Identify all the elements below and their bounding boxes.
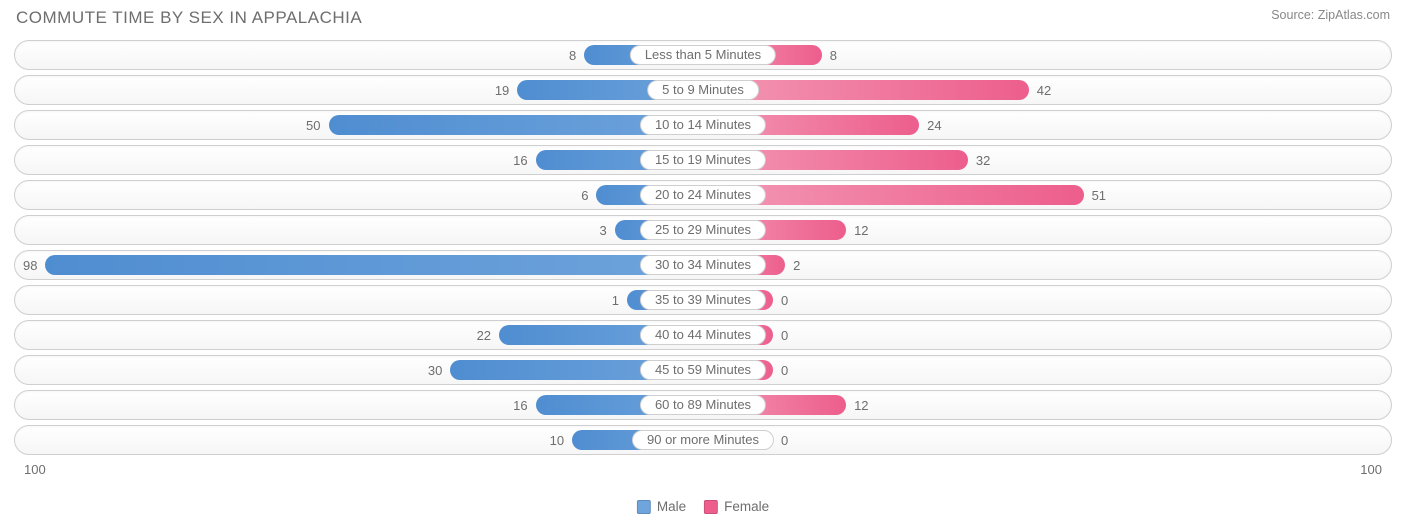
chart-row: 3 12 25 to 29 Minutes (14, 215, 1392, 245)
right-value-label: 8 (822, 48, 845, 63)
row-left-side: 30 (15, 356, 703, 384)
legend-label-female: Female (724, 499, 769, 514)
chart-row: 1 0 35 to 39 Minutes (14, 285, 1392, 315)
chart-row: 19 42 5 to 9 Minutes (14, 75, 1392, 105)
left-value-label: 22 (469, 328, 499, 343)
row-right-side: 24 (703, 111, 1391, 139)
chart-row: 22 0 40 to 44 Minutes (14, 320, 1392, 350)
row-left-side: 50 (15, 111, 703, 139)
legend-item-female: Female (704, 499, 769, 514)
right-value-label: 12 (846, 398, 876, 413)
chart-source: Source: ZipAtlas.com (1271, 8, 1390, 22)
chart-row: 98 2 30 to 34 Minutes (14, 250, 1392, 280)
row-right-side: 42 (703, 76, 1391, 104)
row-left-side: 1 (15, 286, 703, 314)
male-swatch (637, 500, 651, 514)
row-left-side: 98 (15, 251, 703, 279)
right-value-label: 12 (846, 223, 876, 238)
category-pill: 40 to 44 Minutes (640, 325, 766, 345)
axis-labels: 100 100 (14, 460, 1392, 477)
chart-row: 6 51 20 to 24 Minutes (14, 180, 1392, 210)
row-right-side: 0 (703, 426, 1391, 454)
axis-left-max: 100 (24, 462, 46, 477)
row-right-side: 32 (703, 146, 1391, 174)
row-right-side: 0 (703, 356, 1391, 384)
row-left-side: 3 (15, 216, 703, 244)
category-pill: Less than 5 Minutes (630, 45, 776, 65)
category-pill: 10 to 14 Minutes (640, 115, 766, 135)
right-value-label: 24 (919, 118, 949, 133)
left-value-label: 10 (542, 433, 572, 448)
row-right-side: 0 (703, 286, 1391, 314)
row-left-side: 10 (15, 426, 703, 454)
female-swatch (704, 500, 718, 514)
right-value-label: 0 (773, 433, 796, 448)
legend-item-male: Male (637, 499, 686, 514)
male-bar (45, 255, 713, 275)
category-pill: 15 to 19 Minutes (640, 150, 766, 170)
row-right-side: 8 (703, 41, 1391, 69)
right-value-label: 2 (785, 258, 808, 273)
row-right-side: 51 (703, 181, 1391, 209)
chart-row: 8 8 Less than 5 Minutes (14, 40, 1392, 70)
row-left-side: 22 (15, 321, 703, 349)
legend-label-male: Male (657, 499, 686, 514)
category-pill: 5 to 9 Minutes (647, 80, 759, 100)
row-right-side: 2 (703, 251, 1391, 279)
row-right-side: 12 (703, 216, 1391, 244)
left-value-label: 19 (487, 83, 517, 98)
legend: Male Female (637, 499, 769, 514)
chart-header: COMMUTE TIME BY SEX IN APPALACHIA Source… (14, 8, 1392, 28)
category-pill: 25 to 29 Minutes (640, 220, 766, 240)
left-value-label: 50 (298, 118, 328, 133)
category-pill: 60 to 89 Minutes (640, 395, 766, 415)
row-left-side: 16 (15, 146, 703, 174)
left-value-label: 8 (561, 48, 584, 63)
row-left-side: 6 (15, 181, 703, 209)
left-value-label: 1 (604, 293, 627, 308)
right-value-label: 0 (773, 363, 796, 378)
right-value-label: 51 (1084, 188, 1114, 203)
left-value-label: 30 (420, 363, 450, 378)
category-pill: 45 to 59 Minutes (640, 360, 766, 380)
chart-row: 50 24 10 to 14 Minutes (14, 110, 1392, 140)
diverging-bar-chart: 8 8 Less than 5 Minutes 19 42 5 to 9 Minutes 5… (14, 40, 1392, 455)
category-pill: 20 to 24 Minutes (640, 185, 766, 205)
category-pill: 90 or more Minutes (632, 430, 774, 450)
category-pill: 30 to 34 Minutes (640, 255, 766, 275)
left-value-label: 98 (15, 258, 45, 273)
left-value-label: 16 (505, 398, 535, 413)
row-right-side: 0 (703, 321, 1391, 349)
right-value-label: 0 (773, 293, 796, 308)
row-left-side: 8 (15, 41, 703, 69)
chart-title: COMMUTE TIME BY SEX IN APPALACHIA (16, 8, 362, 28)
left-value-label: 3 (592, 223, 615, 238)
axis-right-max: 100 (1360, 462, 1382, 477)
right-value-label: 42 (1029, 83, 1059, 98)
chart-row: 10 090 or more Minutes (14, 425, 1392, 455)
row-left-side: 16 (15, 391, 703, 419)
left-value-label: 16 (505, 153, 535, 168)
row-left-side: 19 (15, 76, 703, 104)
right-value-label: 0 (773, 328, 796, 343)
right-value-label: 32 (968, 153, 998, 168)
left-value-label: 6 (573, 188, 596, 203)
chart-row: 30 0 45 to 59 Minutes (14, 355, 1392, 385)
category-pill: 35 to 39 Minutes (640, 290, 766, 310)
chart-row: 16 32 15 to 19 Minutes (14, 145, 1392, 175)
row-right-side: 12 (703, 391, 1391, 419)
chart-row: 16 12 60 to 89 Minutes (14, 390, 1392, 420)
